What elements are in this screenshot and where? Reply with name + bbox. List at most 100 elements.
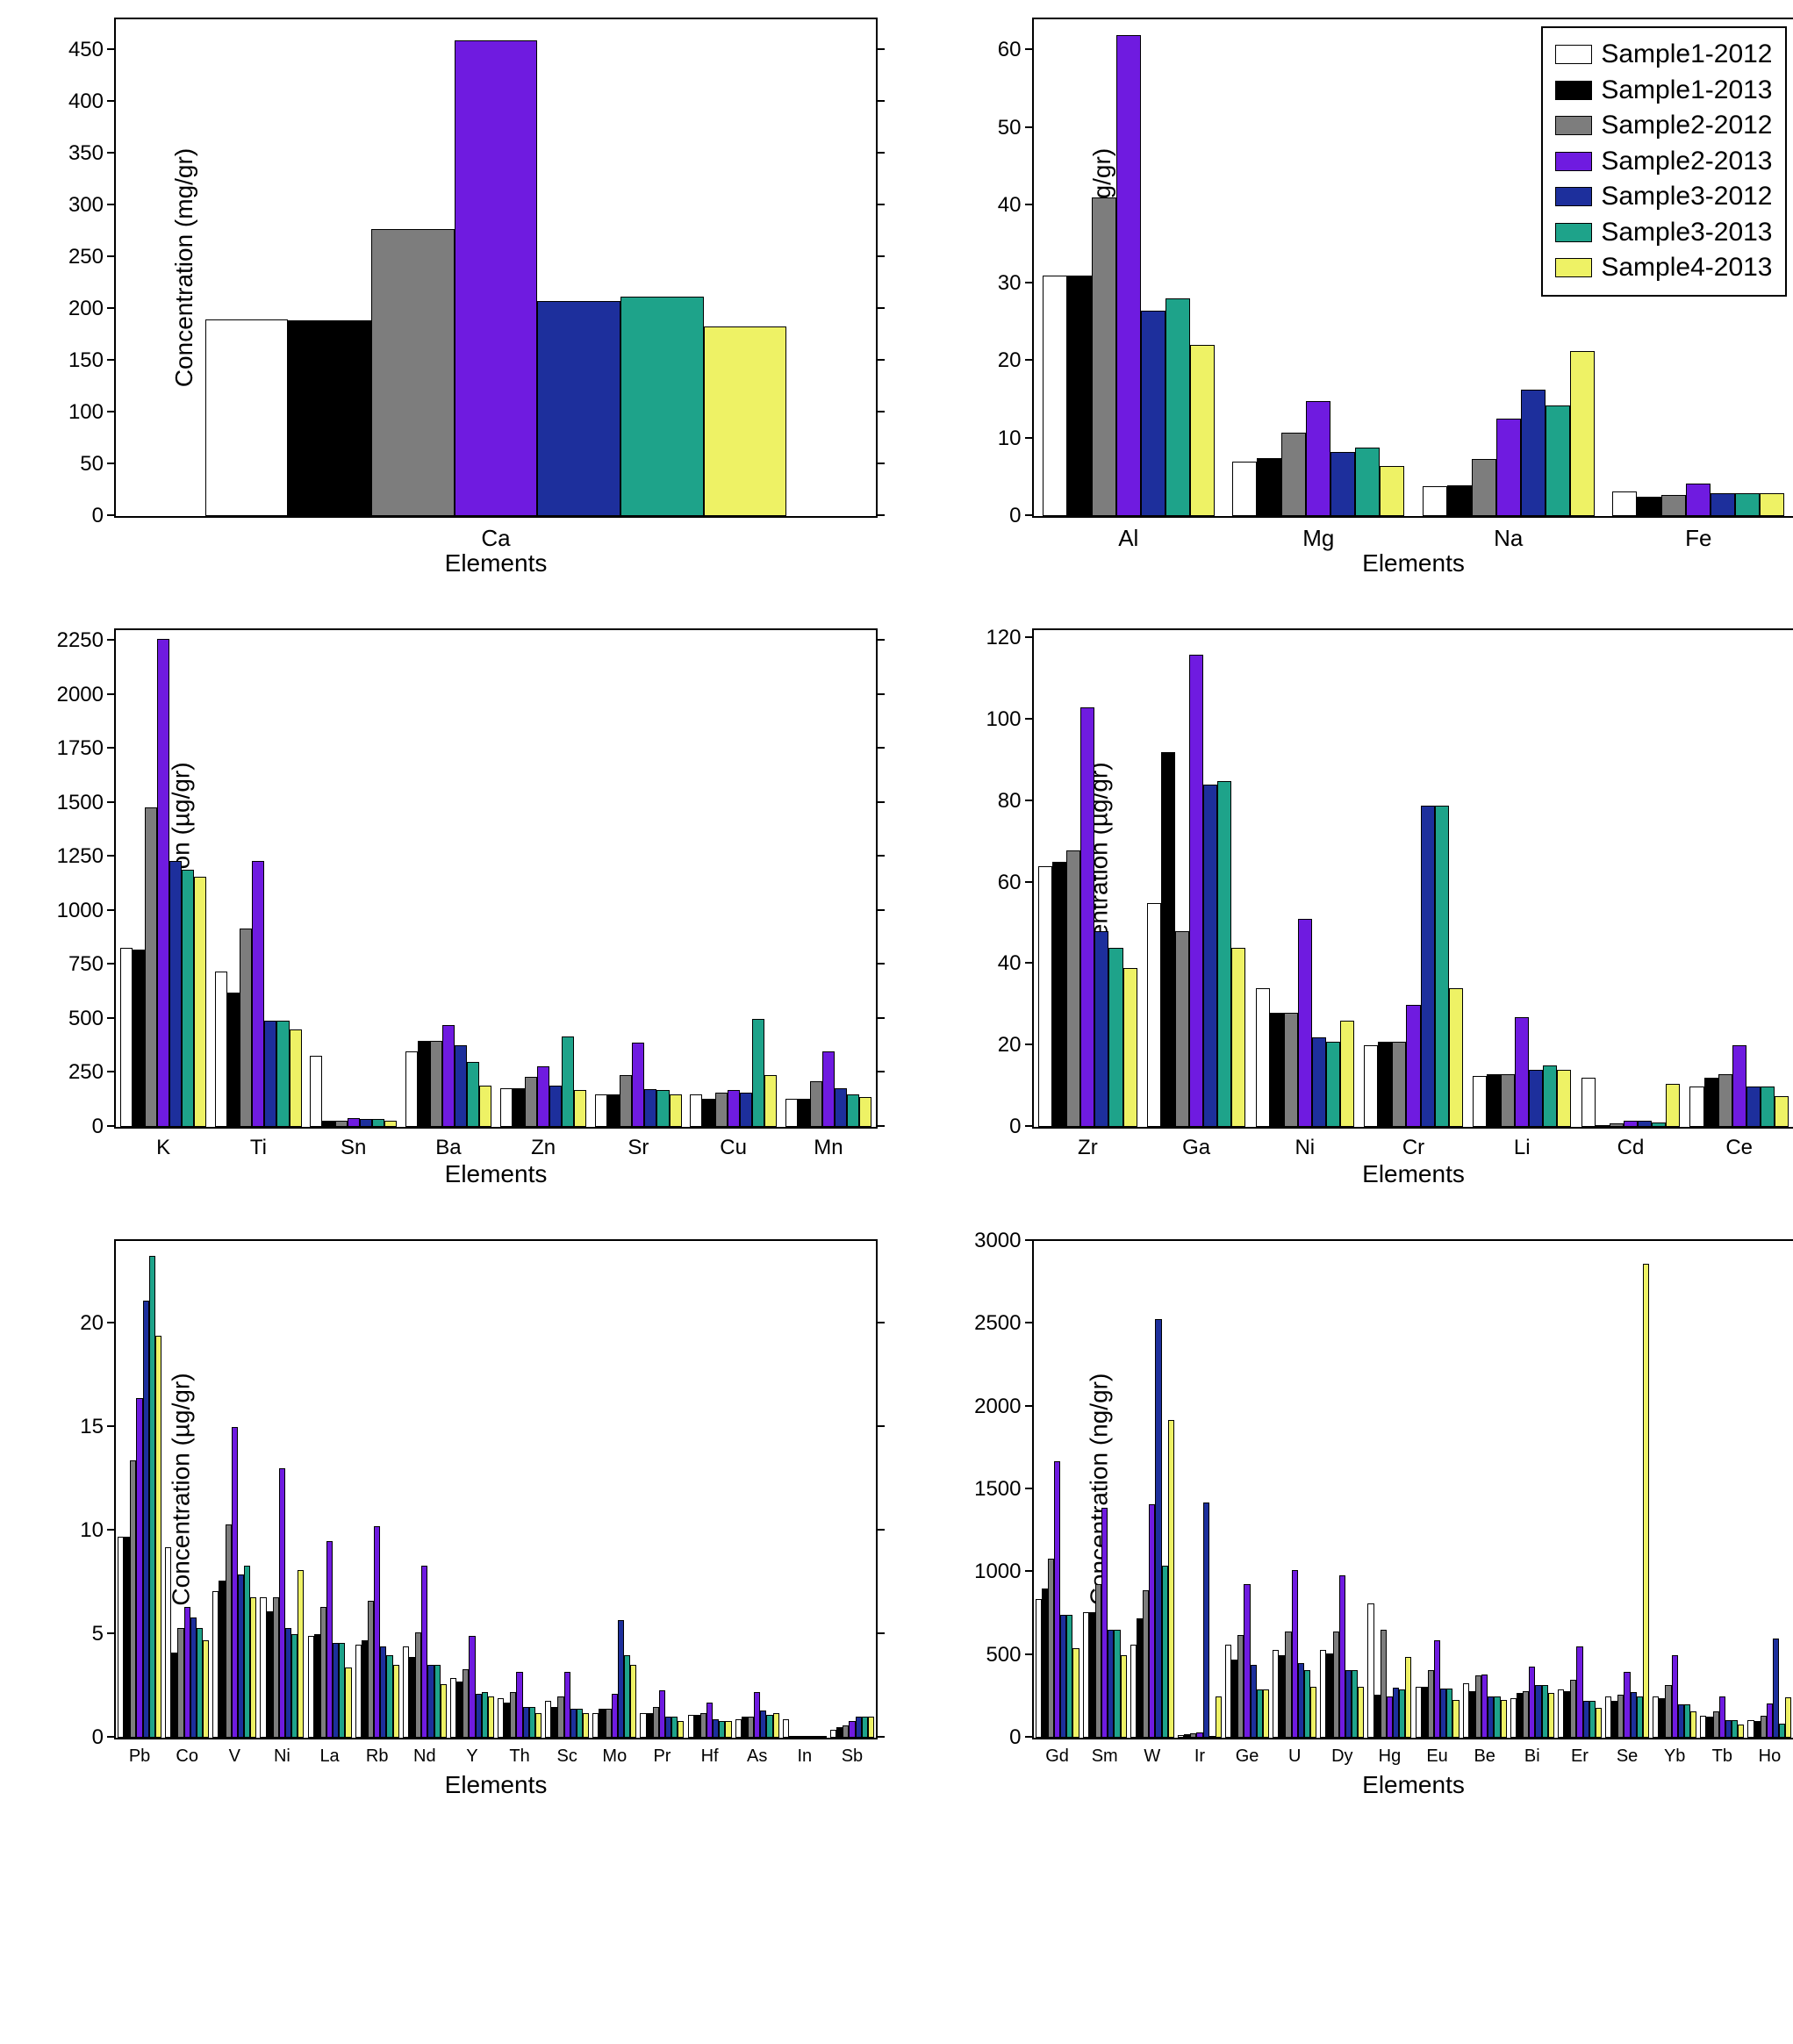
x-tick-label: Sm [1092,1738,1118,1767]
panel-ca: Concentration (mg/gr)Elements05010015020… [18,18,893,597]
bar-group: Hg [1366,1241,1413,1738]
bar [814,1736,821,1738]
bar-group: Be [1461,1241,1509,1738]
bar [371,229,455,516]
bar [1690,1711,1696,1738]
bar [1543,1065,1557,1127]
bar [1523,1691,1529,1738]
x-tick-label: Ho [1759,1738,1782,1767]
bar [1036,1599,1042,1738]
y-tick-label: 15 [80,1415,116,1439]
bar [1732,1045,1746,1127]
bar [479,1086,491,1127]
bar [182,870,194,1127]
bar [333,1643,339,1738]
y-tick [876,963,885,965]
legend-swatch [1555,258,1592,277]
panel-zr: Concentration (µg/gr)Elements02040608010… [936,628,1793,1208]
bar [149,1256,155,1738]
bar-group: Ce [1685,630,1793,1127]
bar [1760,493,1784,516]
x-tick-label: Y [466,1738,477,1767]
bar [348,1118,360,1127]
bar [197,1628,203,1738]
bar [1711,493,1735,516]
bar [1488,1696,1494,1738]
bar [1510,1698,1517,1738]
bar [535,1713,541,1738]
bar [1237,1635,1244,1738]
bar [700,1713,706,1738]
x-tick-label: La [319,1738,339,1767]
bar [276,1021,289,1127]
bar-group: Mn [781,630,876,1127]
x-tick-label: K [156,1127,170,1160]
bars-region: PbCoVNiLaRbNdYThScMoPrHfAsInSb [116,1241,876,1738]
bar [1775,1096,1789,1127]
bar [704,326,787,516]
bar [1284,1013,1298,1127]
legend-label: Sample2-2012 [1601,108,1772,144]
bar-group: Yb [1651,1241,1698,1738]
bar [456,1682,463,1738]
x-tick-label: Hf [701,1738,719,1767]
bar [1472,459,1496,516]
bar [537,301,620,516]
bar [1643,1264,1649,1738]
bar [1589,1701,1596,1738]
bar [766,1715,772,1738]
bar [1320,1650,1326,1738]
bar [384,1121,397,1127]
bar-group: U [1271,1241,1318,1738]
y-tick-label: 500 [68,1007,116,1031]
bar-group: Gd [1034,1241,1081,1738]
bar [1661,495,1686,516]
bar [1190,345,1215,516]
bar-group: Co [163,1241,211,1738]
bar [1251,1665,1257,1738]
x-axis-label: Elements [1362,1771,1465,1799]
bar [360,1119,372,1127]
y-tick-label: 1000 [57,899,116,923]
legend-item: Sample1-2012 [1555,37,1772,73]
bar-group: W [1129,1241,1176,1738]
bar [564,1672,570,1738]
bar [1298,919,1312,1127]
bar-group: K [116,630,211,1127]
bar [219,1581,225,1738]
bar [557,1696,563,1738]
bar [403,1646,409,1738]
y-tick [876,693,885,695]
bar [1546,405,1570,516]
bar-group: As [734,1241,781,1738]
bar [1089,1612,1095,1738]
x-tick-label: Al [1118,516,1138,552]
bar [599,1709,605,1738]
bar [656,1090,669,1127]
bar [1581,1078,1596,1127]
bar [523,1707,529,1738]
y-tick [876,1125,885,1127]
y-tick-label: 1500 [974,1477,1033,1502]
bar [291,1634,298,1738]
y-tick-label: 1250 [57,844,116,869]
bar [442,1025,455,1127]
bar [1257,1689,1263,1738]
bar [1423,486,1447,516]
bar [706,1703,713,1738]
bar [339,1643,345,1738]
bars-region: ZrGaNiCrLiCdCe [1034,630,1793,1127]
bar-group: Sb [828,1241,876,1738]
x-tick-label: Eu [1426,1738,1447,1767]
bar [310,1056,322,1127]
bar [1256,988,1270,1127]
bar [1611,1701,1617,1738]
bar [1747,1720,1754,1738]
bar [1374,1695,1381,1738]
bar [1340,1021,1354,1127]
bar [1564,1691,1570,1738]
bar [754,1692,760,1738]
bar [1583,1701,1589,1738]
bar [1285,1632,1291,1738]
bar [690,1094,702,1127]
